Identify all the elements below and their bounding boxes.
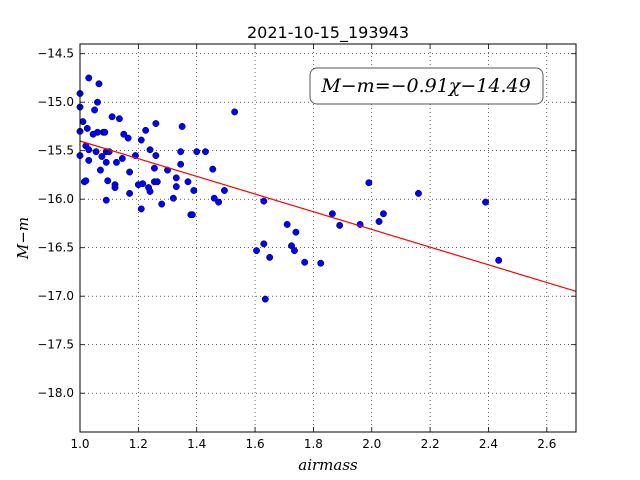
- y-tick-label: −15.5: [37, 144, 74, 158]
- data-point: [290, 247, 298, 255]
- data-point: [83, 124, 91, 132]
- data-point: [152, 152, 160, 160]
- y-tick-label: −17.5: [37, 338, 74, 352]
- data-point: [124, 134, 132, 142]
- data-point: [95, 80, 103, 88]
- data-point: [96, 166, 104, 174]
- data-point: [210, 194, 218, 202]
- data-point: [115, 115, 123, 123]
- data-point: [113, 158, 120, 166]
- annotation-box: [309, 67, 544, 105]
- x-tick-label: 1.6: [246, 437, 265, 451]
- data-point: [82, 177, 90, 185]
- data-point: [146, 187, 154, 195]
- data-point: [92, 148, 100, 156]
- data-point: [261, 295, 269, 303]
- data-point: [137, 136, 145, 144]
- y-tick-label: −18.0: [37, 386, 74, 400]
- data-point: [188, 211, 196, 219]
- x-tick-label: 2.6: [537, 437, 556, 451]
- x-tick-label: 2.2: [421, 437, 440, 451]
- data-point: [178, 123, 186, 130]
- data-point: [375, 218, 383, 225]
- data-point: [111, 184, 119, 192]
- data-point: [118, 155, 126, 162]
- data-point: [482, 198, 490, 206]
- data-point: [150, 164, 158, 172]
- data-point: [79, 118, 87, 126]
- x-axis-label: airmass: [298, 456, 358, 474]
- data-point: [85, 156, 93, 164]
- data-point: [126, 189, 134, 197]
- data-point: [98, 153, 106, 160]
- data-point: [301, 258, 309, 266]
- data-point: [202, 148, 209, 156]
- data-point: [169, 194, 177, 202]
- data-point: [146, 146, 154, 154]
- plot-area: [76, 44, 577, 432]
- y-axis-label: M−m: [14, 217, 32, 260]
- data-point: [139, 180, 147, 188]
- data-point: [292, 228, 300, 236]
- data-point: [283, 220, 291, 228]
- data-point: [414, 189, 422, 197]
- plot-frame: [79, 43, 577, 433]
- data-point: [142, 126, 150, 134]
- data-point: [253, 247, 260, 255]
- data-point: [193, 148, 201, 156]
- data-point: [365, 179, 373, 187]
- data-point: [328, 210, 336, 218]
- data-point: [220, 187, 228, 194]
- data-point: [152, 120, 160, 127]
- y-tick-label: −16.5: [37, 241, 74, 255]
- data-point: [317, 259, 325, 267]
- data-point: [126, 168, 134, 176]
- data-point: [104, 177, 112, 185]
- fit-line: [79, 140, 577, 292]
- data-point: [215, 198, 223, 206]
- chart-title: 2021-10-15_193943: [247, 23, 409, 43]
- data-point: [172, 174, 180, 182]
- x-tick-label: 1.8: [304, 437, 323, 451]
- annotation: M−m=−0.91χ−14.49: [320, 75, 530, 97]
- data-point: [177, 148, 185, 156]
- data-point: [101, 128, 109, 136]
- data-point: [336, 221, 344, 229]
- y-tick-label: −14.5: [37, 47, 74, 61]
- x-tick-label: 1.4: [187, 437, 206, 451]
- data-point: [495, 256, 503, 264]
- data-point: [231, 108, 239, 116]
- data-point: [91, 106, 99, 114]
- data-point: [102, 196, 110, 204]
- data-point: [209, 165, 217, 173]
- x-tick-label: 2.4: [479, 437, 498, 451]
- x-tick-label: 1.0: [70, 437, 89, 451]
- data-point: [172, 183, 180, 191]
- data-point: [184, 178, 192, 186]
- data-point: [177, 160, 185, 168]
- data-point: [108, 113, 116, 121]
- data-point: [158, 200, 166, 208]
- y-tick-label: −16.0: [37, 192, 74, 206]
- data-point: [120, 130, 128, 138]
- data-point: [266, 253, 274, 261]
- data-point: [190, 187, 198, 194]
- y-tick-label: −17.0: [37, 289, 74, 303]
- data-point: [260, 197, 268, 205]
- y-tick-label: −15.0: [37, 95, 74, 109]
- data-point: [260, 240, 268, 248]
- data-point: [102, 158, 110, 166]
- x-tick-label: 2.0: [362, 437, 381, 451]
- data-point: [94, 98, 101, 106]
- data-point: [89, 130, 97, 138]
- data-point: [379, 210, 387, 218]
- data-point: [137, 205, 145, 213]
- data-point: [85, 74, 93, 82]
- x-tick-label: 1.2: [129, 437, 148, 451]
- data-point: [153, 178, 161, 186]
- data-point: [85, 146, 93, 154]
